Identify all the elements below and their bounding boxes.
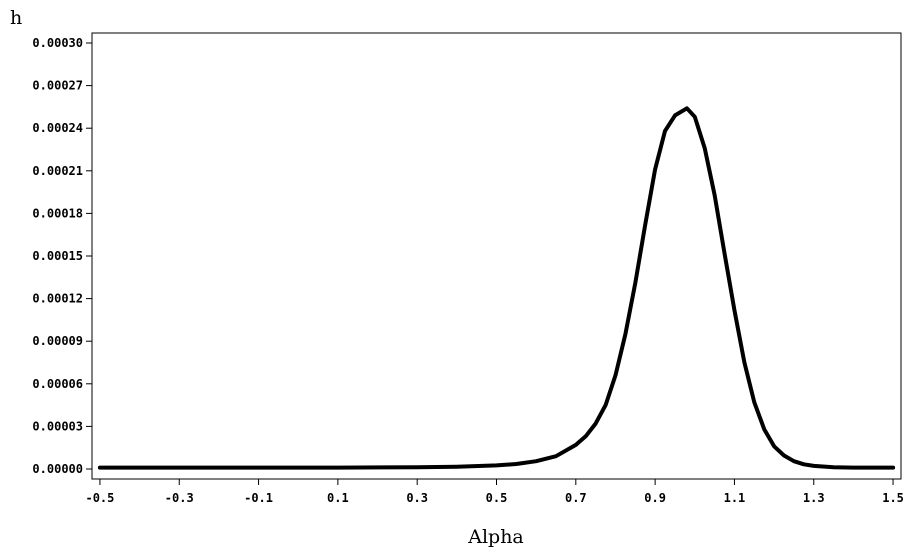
x-tick-label: 1.5 [882,491,904,505]
x-tick-label: 1.1 [724,491,746,505]
x-tick-label: -0.5 [85,491,114,505]
x-tick-label: 0.9 [644,491,666,505]
series-layer [97,106,896,470]
y-tick-label: 0.00003 [32,419,83,433]
y-tick-label: 0.00012 [32,292,83,306]
x-tick-label: 0.7 [565,491,587,505]
y-tick-label: 0.00030 [32,36,83,50]
y-tick-label: 0.00024 [32,121,83,135]
y-tick-label: 0.00000 [32,462,83,476]
y-axis: 0.00000 0.00003 0.00006 0.00009 0.00012 0.000… [32,36,92,476]
y-tick-label: 0.00018 [32,206,83,220]
x-axis-title: Alpha [467,526,524,548]
y-tick-label: 0.00021 [32,164,83,178]
y-axis-title: h [10,7,22,29]
y-tick-label: 0.00015 [32,249,83,263]
y-tick-label: 0.00027 [32,79,83,93]
y-tick-label: 0.00009 [32,334,83,348]
plot-frame [91,32,902,480]
series-line [97,106,896,470]
x-tick-label: -0.1 [244,491,273,505]
x-axis: -0.5 -0.3 -0.1 0.1 0.3 0.5 0.7 0.9 1.1 1.3 1.5 [85,479,904,505]
x-tick-label: 0.3 [406,491,428,505]
x-tick-label: -0.3 [165,491,194,505]
y-tick-label: 0.00006 [32,377,83,391]
x-tick-label: 0.1 [327,491,349,505]
x-tick-label: 1.3 [803,491,825,505]
x-tick-label: 0.5 [486,491,508,505]
